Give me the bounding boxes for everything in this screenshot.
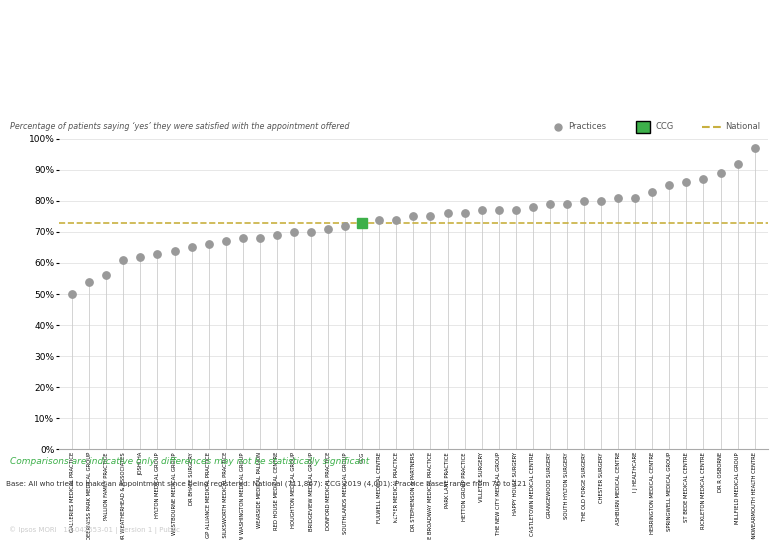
Text: 27: 27 (381, 510, 399, 524)
Point (509, 206, 522, 214)
Point (697, 175, 710, 184)
Point (407, 212, 420, 221)
Point (732, 159, 744, 168)
Point (390, 215, 402, 224)
Text: National: National (725, 122, 760, 131)
Point (476, 206, 488, 214)
Point (612, 193, 625, 202)
Text: Q17. Were you satisfied with the type of appointment (or appointments) you were : Q17. Were you satisfied with the type of… (10, 87, 485, 97)
Point (100, 271, 112, 280)
Point (646, 187, 658, 196)
Point (492, 206, 505, 214)
Point (441, 209, 454, 218)
Text: Practices: Practices (568, 122, 606, 131)
Text: Comparisons are indicative only: differences may not be statistically significan: Comparisons are indicative only: differe… (10, 457, 370, 466)
Point (83, 278, 95, 286)
Point (595, 197, 608, 205)
Point (271, 231, 283, 239)
Point (680, 178, 693, 187)
Point (305, 228, 317, 237)
Point (544, 200, 556, 208)
Text: Percentage of patients saying ‘yes’ they were satisfied with the appointment off: Percentage of patients saying ‘yes’ they… (10, 122, 349, 131)
Point (663, 181, 675, 190)
Point (117, 255, 129, 264)
Text: CCG: CCG (655, 122, 673, 131)
Point (714, 168, 727, 177)
Text: Base: All who tried to make an appointment since being registered: National (711: Base: All who tried to make an appointme… (6, 481, 526, 487)
Point (322, 225, 335, 233)
Point (254, 234, 266, 242)
Point (288, 228, 300, 237)
Point (749, 144, 761, 152)
Point (219, 237, 232, 246)
Text: © Ipsos MORI   18-042653-01 | Version 1 | Public: © Ipsos MORI 18-042653-01 | Version 1 | … (9, 527, 180, 535)
Point (134, 252, 147, 261)
Point (236, 234, 249, 242)
Point (459, 209, 471, 218)
Point (186, 243, 198, 252)
Point (578, 197, 590, 205)
Point (203, 240, 215, 248)
Point (168, 246, 181, 255)
Text: Satisfaction with appointment offered:
how the CCG’s practices compare: Satisfaction with appointment offered: h… (10, 17, 363, 53)
Point (526, 203, 539, 212)
FancyBboxPatch shape (636, 120, 650, 133)
Point (151, 249, 164, 258)
Point (339, 221, 352, 230)
Point (561, 200, 573, 208)
Text: Ipsos MORI
Social Research Institute: Ipsos MORI Social Research Institute (9, 507, 113, 528)
Point (424, 212, 437, 221)
Point (373, 215, 385, 224)
Point (66, 289, 78, 298)
Point (629, 193, 641, 202)
